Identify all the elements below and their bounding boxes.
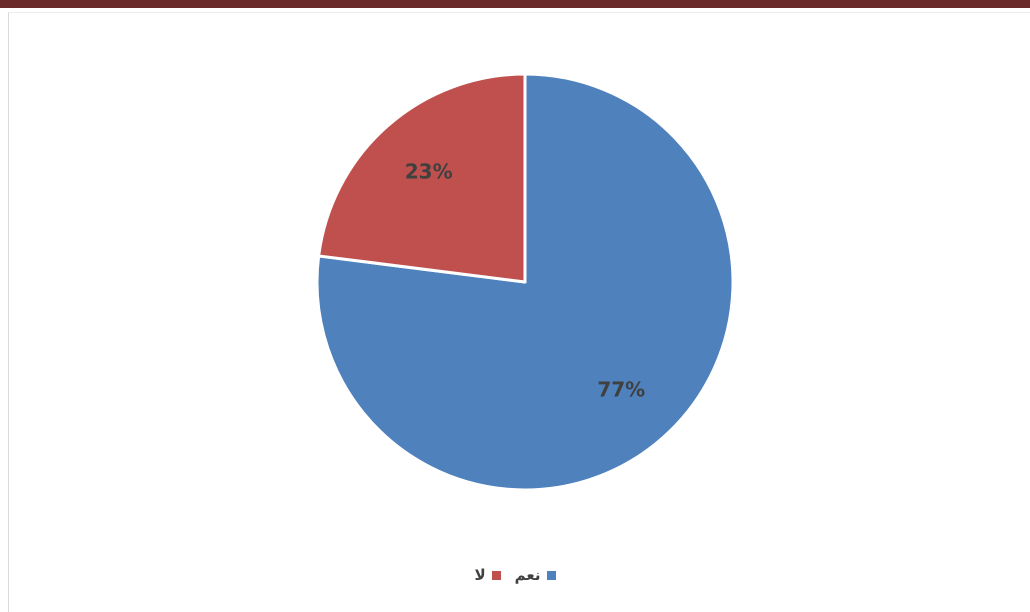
data-label-no: 23% — [405, 159, 453, 183]
legend-item-yes: نعم — [515, 566, 556, 584]
legend: نعم لا — [0, 566, 1030, 584]
legend-label-no: لا — [474, 566, 486, 584]
data-label-yes: 77% — [597, 378, 645, 402]
pie-slice-no — [317, 72, 527, 284]
top-accent-bar — [0, 0, 1030, 8]
legend-swatch-no — [491, 570, 501, 580]
legend-label-yes: نعم — [514, 566, 541, 584]
pie-slice-yes — [315, 72, 735, 492]
legend-item-no: لا — [474, 566, 501, 584]
legend-swatch-yes — [546, 570, 556, 580]
